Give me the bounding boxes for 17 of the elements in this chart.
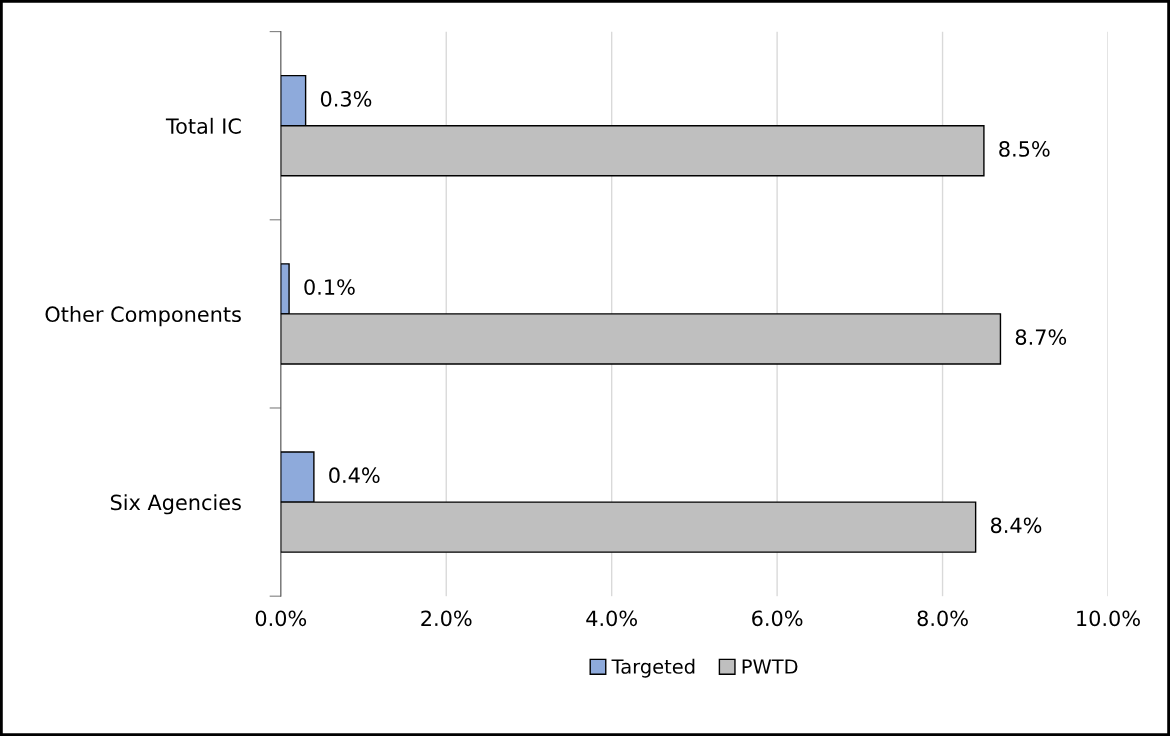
x-tick-label: 6.0% [752, 610, 803, 627]
data-label: 8.7% [1015, 329, 1067, 345]
x-tick-label: 2.0% [421, 610, 472, 627]
x-tick-label: 10.0% [1077, 610, 1140, 627]
data-label: 8.5% [999, 141, 1050, 157]
y-tick-label: Other Components [45, 305, 241, 327]
data-label: 0.4% [329, 467, 380, 484]
data-label: 8.4% [990, 517, 1042, 534]
x-tick-label: 0.0% [255, 610, 307, 627]
x-tick-label: 8.0% [917, 610, 968, 627]
y-tick-label: Total IC [165, 117, 241, 134]
legend-label: Targeted [611, 658, 695, 678]
legend-label: PWTD [742, 659, 798, 674]
x-tick-label: 4.0% [586, 610, 637, 627]
data-label: 0.1% [304, 279, 355, 295]
data-label: 0.3% [320, 90, 372, 107]
y-tick-label: Six Agencies [110, 494, 241, 515]
